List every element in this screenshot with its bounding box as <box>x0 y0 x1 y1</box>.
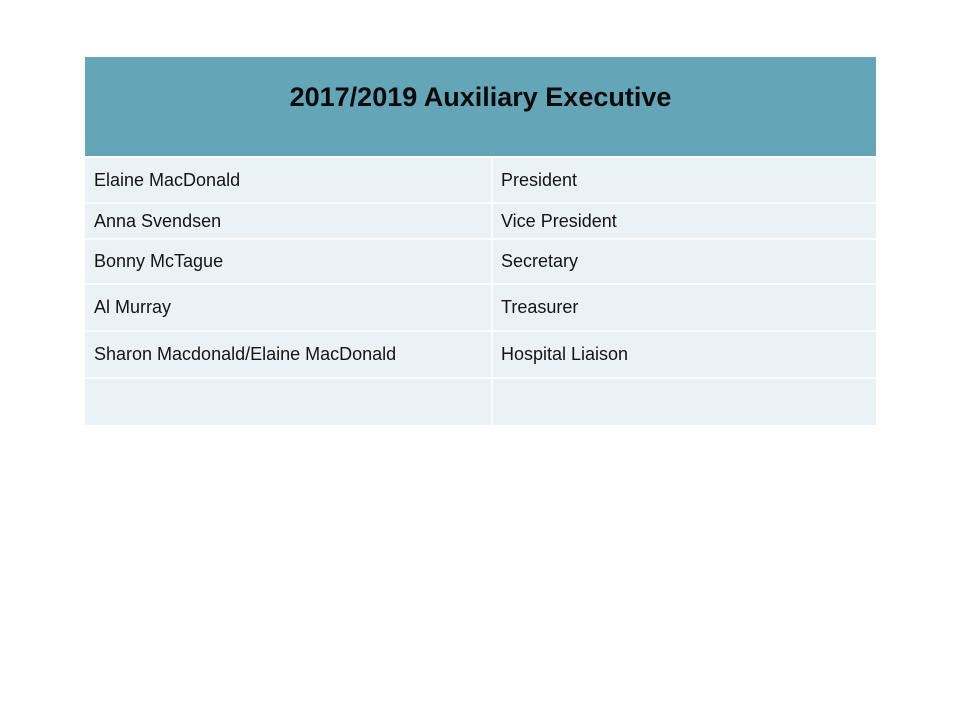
table-row <box>85 379 876 425</box>
name-cell: Anna Svendsen <box>85 204 493 238</box>
table-row: Al Murray Treasurer <box>85 285 876 332</box>
table-row: Anna Svendsen Vice President <box>85 204 876 240</box>
name-cell: Al Murray <box>85 285 493 330</box>
role-cell: President <box>501 169 578 190</box>
table-header: 2017/2019 Auxiliary Executive <box>85 57 876 158</box>
name-cell <box>85 379 493 425</box>
name-cell: Sharon Macdonald/Elaine MacDonald <box>85 332 493 377</box>
table-title: 2017/2019 Auxiliary Executive <box>289 82 672 112</box>
role-cell: Secretary <box>501 251 579 271</box>
role-cell: Treasurer <box>501 297 579 317</box>
role-cell: Hospital Liaison <box>501 344 629 364</box>
table-row: Sharon Macdonald/Elaine MacDonald Hospit… <box>85 332 876 379</box>
role-cell: Vice President <box>501 210 617 231</box>
name-cell: Elaine MacDonald <box>85 158 493 202</box>
table-row: Elaine MacDonald President <box>85 158 876 204</box>
executive-table: 2017/2019 Auxiliary Executive Elaine Mac… <box>85 57 876 425</box>
table-row: Bonny McTague Secretary <box>85 240 876 285</box>
role-cell <box>493 379 876 425</box>
name-cell: Bonny McTague <box>85 240 493 283</box>
